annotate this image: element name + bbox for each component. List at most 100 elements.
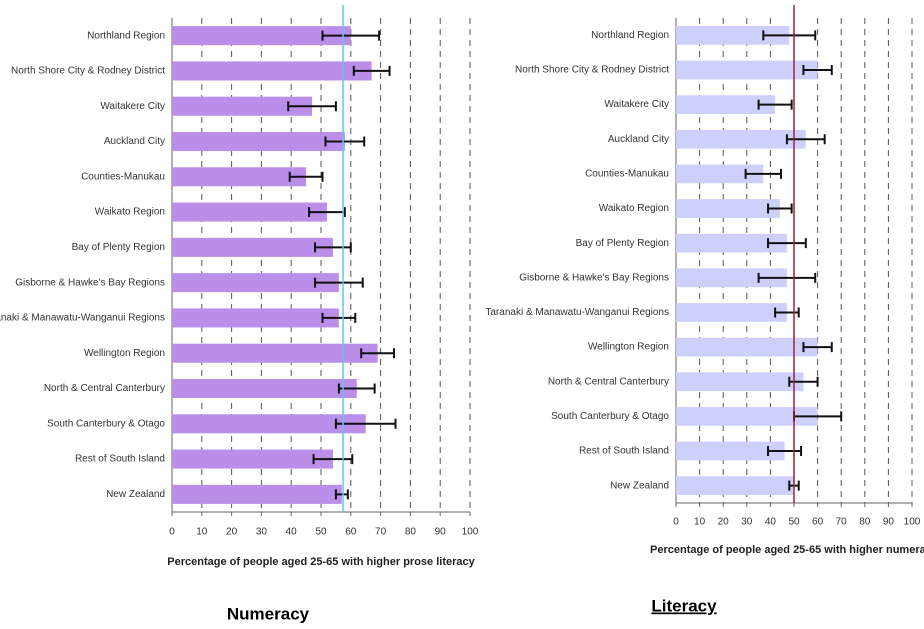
bar	[676, 372, 804, 392]
chart-title: Literacy	[651, 596, 717, 615]
category-label: Waitakere City	[604, 99, 669, 110]
category-label: North & Central Canterbury	[44, 383, 165, 394]
bar	[172, 237, 333, 257]
x-tick-label: 70	[375, 527, 387, 538]
category-label: Rest of South Island	[75, 454, 165, 465]
category-label: North & Central Canterbury	[548, 376, 669, 387]
bar	[676, 303, 787, 322]
error-bar	[321, 312, 357, 323]
category-label: New Zealand	[610, 480, 669, 491]
category-label: Rest of South Island	[579, 446, 669, 457]
bar	[676, 129, 806, 149]
category-label: Waikato Region	[599, 203, 669, 214]
x-tick-label: 90	[883, 517, 895, 528]
error-bar	[757, 99, 793, 110]
chart-title: Numeracy	[227, 604, 310, 623]
category-label: Gisborne & Hawke's Bay Regions	[15, 277, 165, 288]
x-tick-label: 0	[673, 517, 679, 528]
x-tick-label: 60	[345, 527, 357, 538]
category-label: Northland Region	[591, 30, 669, 41]
error-bar	[774, 307, 800, 318]
bar	[172, 167, 307, 187]
category-label: Bay of Plenty Region	[576, 238, 669, 249]
bar	[676, 25, 790, 45]
x-tick-label: 40	[765, 517, 777, 528]
category-label: Taranaki & Manawatu-Wanganui Regions	[485, 307, 669, 318]
category-label: Wellington Region	[84, 348, 165, 359]
error-bar	[757, 272, 817, 283]
category-label: Counties-Manukau	[81, 171, 165, 182]
bar	[172, 343, 378, 363]
error-bar	[785, 134, 826, 145]
error-bar	[287, 101, 337, 112]
error-bar	[321, 30, 381, 41]
x-tick-label: 60	[812, 517, 824, 528]
x-tick-label: 10	[694, 517, 706, 528]
x-axis-label: Percentage of people aged 25-65 with hig…	[167, 556, 475, 568]
bar	[172, 202, 327, 222]
bar	[172, 61, 372, 81]
x-axis-label: Percentage of people aged 25-65 with hig…	[650, 544, 924, 556]
x-tick-label: 40	[286, 527, 298, 538]
bar	[172, 449, 333, 469]
error-bar	[802, 342, 833, 353]
category-label: South Canterbury & Otago	[47, 418, 165, 429]
error-bar	[324, 136, 366, 147]
x-tick-label: 10	[196, 527, 208, 538]
bar	[172, 26, 351, 46]
category-label: Bay of Plenty Region	[72, 242, 165, 253]
error-bar	[334, 489, 349, 500]
bar	[172, 484, 342, 504]
error-bar	[334, 418, 397, 429]
error-bar	[767, 203, 793, 214]
x-tick-label: 100	[462, 527, 479, 538]
bar	[676, 476, 794, 496]
error-bar	[767, 238, 807, 249]
category-label: Auckland City	[104, 136, 165, 147]
error-bar	[360, 348, 396, 359]
error-bar	[744, 168, 783, 179]
bar	[172, 96, 313, 116]
error-bar	[762, 30, 817, 41]
bar	[172, 131, 345, 152]
error-bar	[312, 454, 354, 465]
x-tick-label: 90	[435, 527, 447, 538]
category-label: North Shore City & Rodney District	[515, 65, 669, 76]
error-bar	[314, 242, 352, 253]
bar	[676, 441, 785, 461]
category-label: Northland Region	[87, 30, 165, 41]
bar	[676, 95, 776, 114]
error-bar	[337, 383, 376, 394]
category-label: Taranaki & Manawatu-Wanganui Regions	[0, 313, 165, 324]
error-bar	[767, 446, 803, 457]
x-tick-label: 20	[226, 527, 238, 538]
error-bar	[288, 171, 324, 182]
category-label: Gisborne & Hawke's Bay Regions	[519, 272, 669, 283]
bar	[676, 199, 780, 218]
category-label: South Canterbury & Otago	[551, 411, 669, 422]
bar	[676, 407, 818, 426]
x-tick-label: 50	[788, 517, 800, 528]
x-tick-label: 80	[859, 517, 871, 528]
error-bar	[352, 65, 391, 76]
category-label: Waikato Region	[95, 207, 165, 218]
x-tick-label: 80	[405, 527, 417, 538]
bar	[676, 60, 818, 80]
x-tick-label: 100	[904, 517, 921, 528]
category-label: New Zealand	[106, 489, 165, 500]
x-tick-label: 30	[256, 527, 268, 538]
x-tick-label: 20	[718, 517, 730, 528]
category-label: Waitakere City	[100, 101, 165, 112]
bar	[676, 337, 818, 357]
bar	[676, 233, 787, 253]
x-tick-label: 30	[741, 517, 753, 528]
category-label: Wellington Region	[588, 342, 669, 353]
category-label: Counties-Manukau	[585, 169, 669, 180]
bar	[172, 273, 339, 293]
bar	[676, 164, 764, 184]
x-tick-label: 0	[169, 527, 175, 538]
category-label: Auckland City	[608, 134, 669, 145]
x-tick-label: 50	[315, 527, 327, 538]
x-tick-label: 70	[836, 517, 848, 528]
